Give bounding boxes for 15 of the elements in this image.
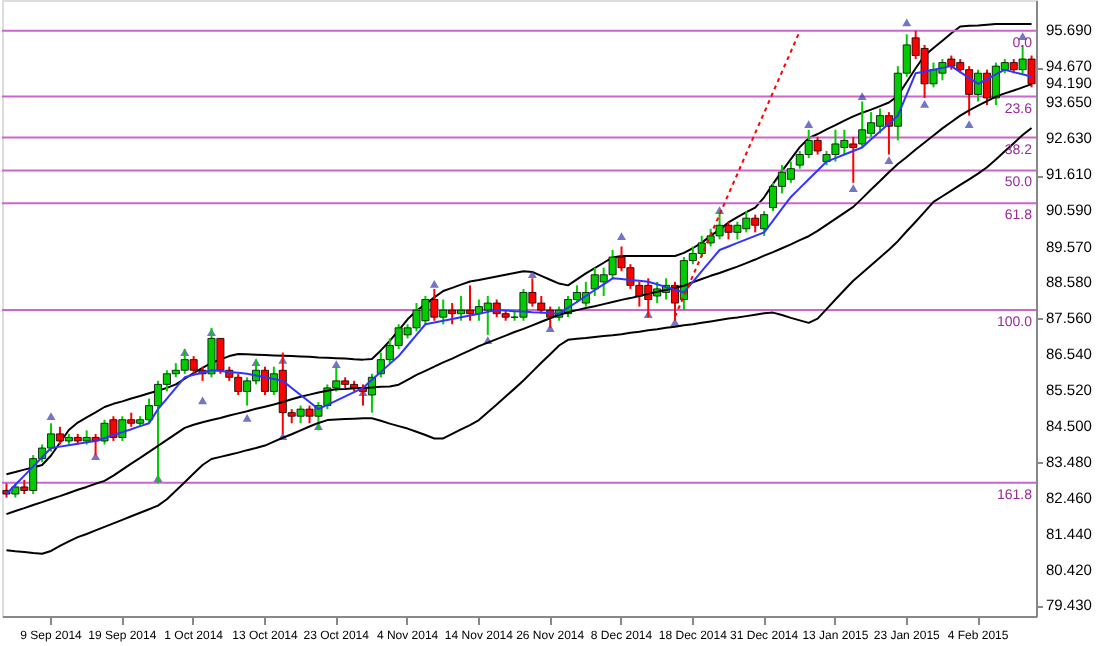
point bbox=[884, 156, 894, 165]
point bbox=[527, 270, 537, 278]
point bbox=[198, 396, 208, 405]
point bbox=[920, 100, 930, 108]
line-series bbox=[5, 127, 1033, 555]
point bbox=[804, 120, 814, 128]
point bbox=[617, 232, 626, 241]
point bbox=[242, 414, 252, 422]
point bbox=[902, 18, 912, 27]
point bbox=[964, 120, 974, 128]
candlestick bbox=[786, 160, 795, 184]
point bbox=[848, 184, 858, 192]
point bbox=[857, 92, 867, 101]
point bbox=[429, 280, 439, 288]
point bbox=[46, 412, 56, 421]
